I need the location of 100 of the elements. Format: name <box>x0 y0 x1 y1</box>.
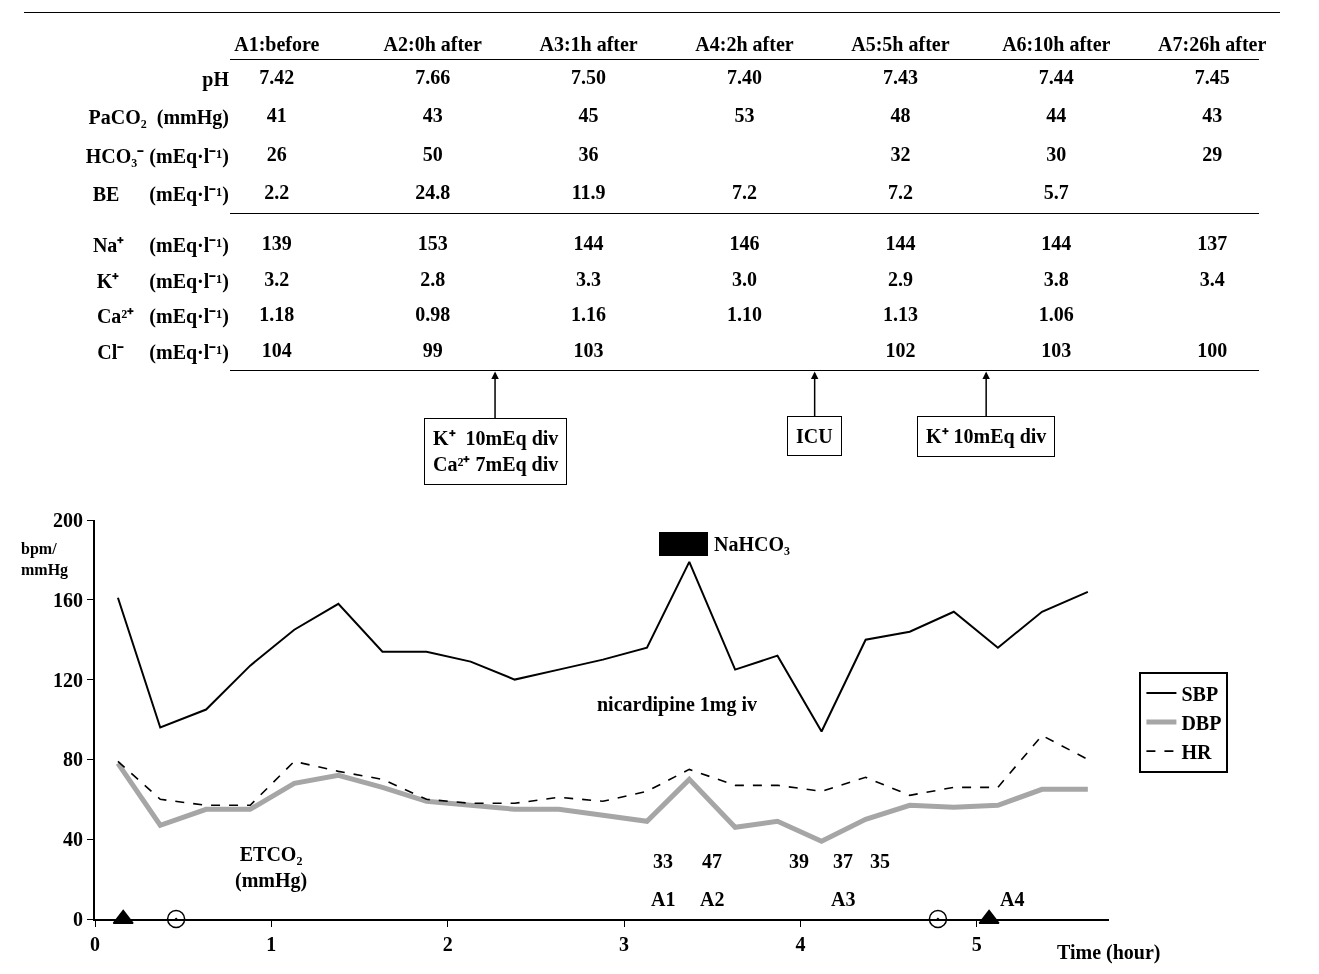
x-tick-label: A7:26h after <box>1158 33 1267 55</box>
data-label: 100 <box>1197 339 1228 362</box>
data-label: 1.16 <box>571 303 607 326</box>
annotation: ETCO₂ (mmHg) <box>235 843 308 892</box>
data-label: 7.66 <box>415 66 451 89</box>
data-label: 50 <box>422 142 443 165</box>
data-label: 7.43 <box>882 66 918 89</box>
y-tick-label: 0 <box>73 908 83 930</box>
annotation: A4 <box>1000 888 1025 910</box>
y-tick-label: 160 <box>53 588 83 611</box>
x-tick-label: A1:before <box>234 33 320 55</box>
x-tick-label: A2:0h after <box>383 33 482 55</box>
data-label: 24.8 <box>415 180 451 203</box>
data-label: 45 <box>578 104 599 127</box>
x-tick-label: A5:5h after <box>851 33 950 55</box>
data-label: 7.50 <box>571 66 607 89</box>
x-tick-label: 1 <box>266 933 277 955</box>
line-series <box>116 560 1089 733</box>
data-label: 139 <box>261 231 292 254</box>
data-label: 30 <box>1046 142 1067 165</box>
data-label: 3.0 <box>732 267 757 290</box>
annotation: A2 <box>700 888 725 910</box>
legend-label: HR <box>1181 740 1212 763</box>
y-tick-label: Cl⁻ (mEq·l⁻¹) <box>97 341 229 365</box>
annotation: nicardipine 1mg iv <box>597 693 758 716</box>
data-label: 1.18 <box>259 303 295 326</box>
x-tick-label: 2 <box>442 933 453 955</box>
y-tick-label: BE (mEq·l⁻¹) <box>92 182 229 206</box>
x-tick-label: A3:1h after <box>539 33 638 55</box>
data-label: 1.13 <box>882 303 918 326</box>
annotation: 33 <box>653 850 673 872</box>
data-label: 44 <box>1046 104 1067 127</box>
data-label: 11.9 <box>571 180 606 203</box>
y-tick-label: 200 <box>53 509 83 531</box>
annotation: 37 <box>833 850 853 872</box>
data-label: 7.44 <box>1038 66 1074 89</box>
data-label: 144 <box>885 231 916 254</box>
y-tick-label: Ca²⁺ (mEq·l⁻¹) <box>96 305 229 329</box>
data-label: 137 <box>1197 231 1228 254</box>
data-label: 3.2 <box>264 267 290 290</box>
data-label: 2.8 <box>420 267 446 290</box>
y-tick-label: 120 <box>53 668 83 691</box>
annotation: 47 <box>702 850 722 872</box>
data-label: 146 <box>729 231 760 254</box>
y-tick-label: K⁺ (mEq·l⁻¹) <box>96 269 229 293</box>
text: K⁺ 10mEq div <box>926 425 1047 448</box>
x-tick-label: A6:10h after <box>1002 33 1111 55</box>
data-label: 36 <box>578 142 599 165</box>
y-tick-label: PaCO₂ (mmHg) <box>88 106 229 130</box>
x-axis-title: Time (hour) <box>1057 941 1161 964</box>
data-label: 48 <box>890 104 911 127</box>
data-label: 2.2 <box>264 180 290 203</box>
data-label: 53 <box>734 104 755 127</box>
annotation: A3 <box>831 888 856 910</box>
legend-label: SBP <box>1181 682 1219 705</box>
y-tick-label: pH <box>202 68 230 92</box>
data-label: 144 <box>1041 231 1072 254</box>
legend-label: DBP <box>1181 711 1222 734</box>
text: ICU <box>796 425 833 447</box>
data-label: 3.4 <box>1199 267 1225 290</box>
x-tick-label: A4:2h after <box>695 33 794 55</box>
data-label: 1.06 <box>1038 303 1074 326</box>
data-label: 29 <box>1202 142 1223 165</box>
data-label: 102 <box>885 339 916 362</box>
text: K⁺ 10mEq div Ca²⁺ 7mEq div <box>433 427 559 476</box>
data-label: 3.3 <box>576 267 602 290</box>
x-tick-label: 3 <box>619 933 630 955</box>
data-label: 7.40 <box>727 66 762 89</box>
data-label: 103 <box>573 339 604 362</box>
data-label: 41 <box>266 104 287 127</box>
data-label: 5.7 <box>1043 180 1069 203</box>
y-tick-label: 40 <box>63 828 83 851</box>
data-label: 103 <box>1041 339 1072 362</box>
data-label: 43 <box>422 104 443 127</box>
y-tick-label: 80 <box>63 748 83 771</box>
data-label: 104 <box>261 339 292 362</box>
data-label: 3.8 <box>1043 267 1069 290</box>
data-label: 7.42 <box>259 66 295 89</box>
data-label: 43 <box>1202 104 1223 127</box>
data-label: 7.2 <box>887 180 913 203</box>
annotation: A1 <box>651 888 676 910</box>
data-label: 26 <box>266 142 287 165</box>
data-label: 144 <box>573 231 604 254</box>
line-series <box>117 734 1089 807</box>
data-label: 153 <box>417 231 448 254</box>
y-axis-title: bpm/ mmHg <box>21 540 69 579</box>
data-label: 7.2 <box>732 180 757 203</box>
x-tick-label: 5 <box>971 933 982 955</box>
data-label: 7.45 <box>1194 66 1230 89</box>
data-label: 2.9 <box>887 267 913 290</box>
data-label: 0.98 <box>415 303 451 326</box>
data-label: 99 <box>422 339 443 362</box>
annotation: 35 <box>870 850 890 872</box>
x-tick-label: 4 <box>795 933 806 955</box>
y-tick-label: Na⁺ (mEq·l⁻¹) <box>92 233 229 257</box>
data-label: 32 <box>890 142 911 165</box>
annotation: 39 <box>789 850 809 872</box>
data-label: 1.10 <box>727 303 762 326</box>
y-tick-label: HCO₃⁻ (mEq·l⁻¹) <box>85 144 229 168</box>
annotation: NaHCO₃ <box>714 533 790 555</box>
